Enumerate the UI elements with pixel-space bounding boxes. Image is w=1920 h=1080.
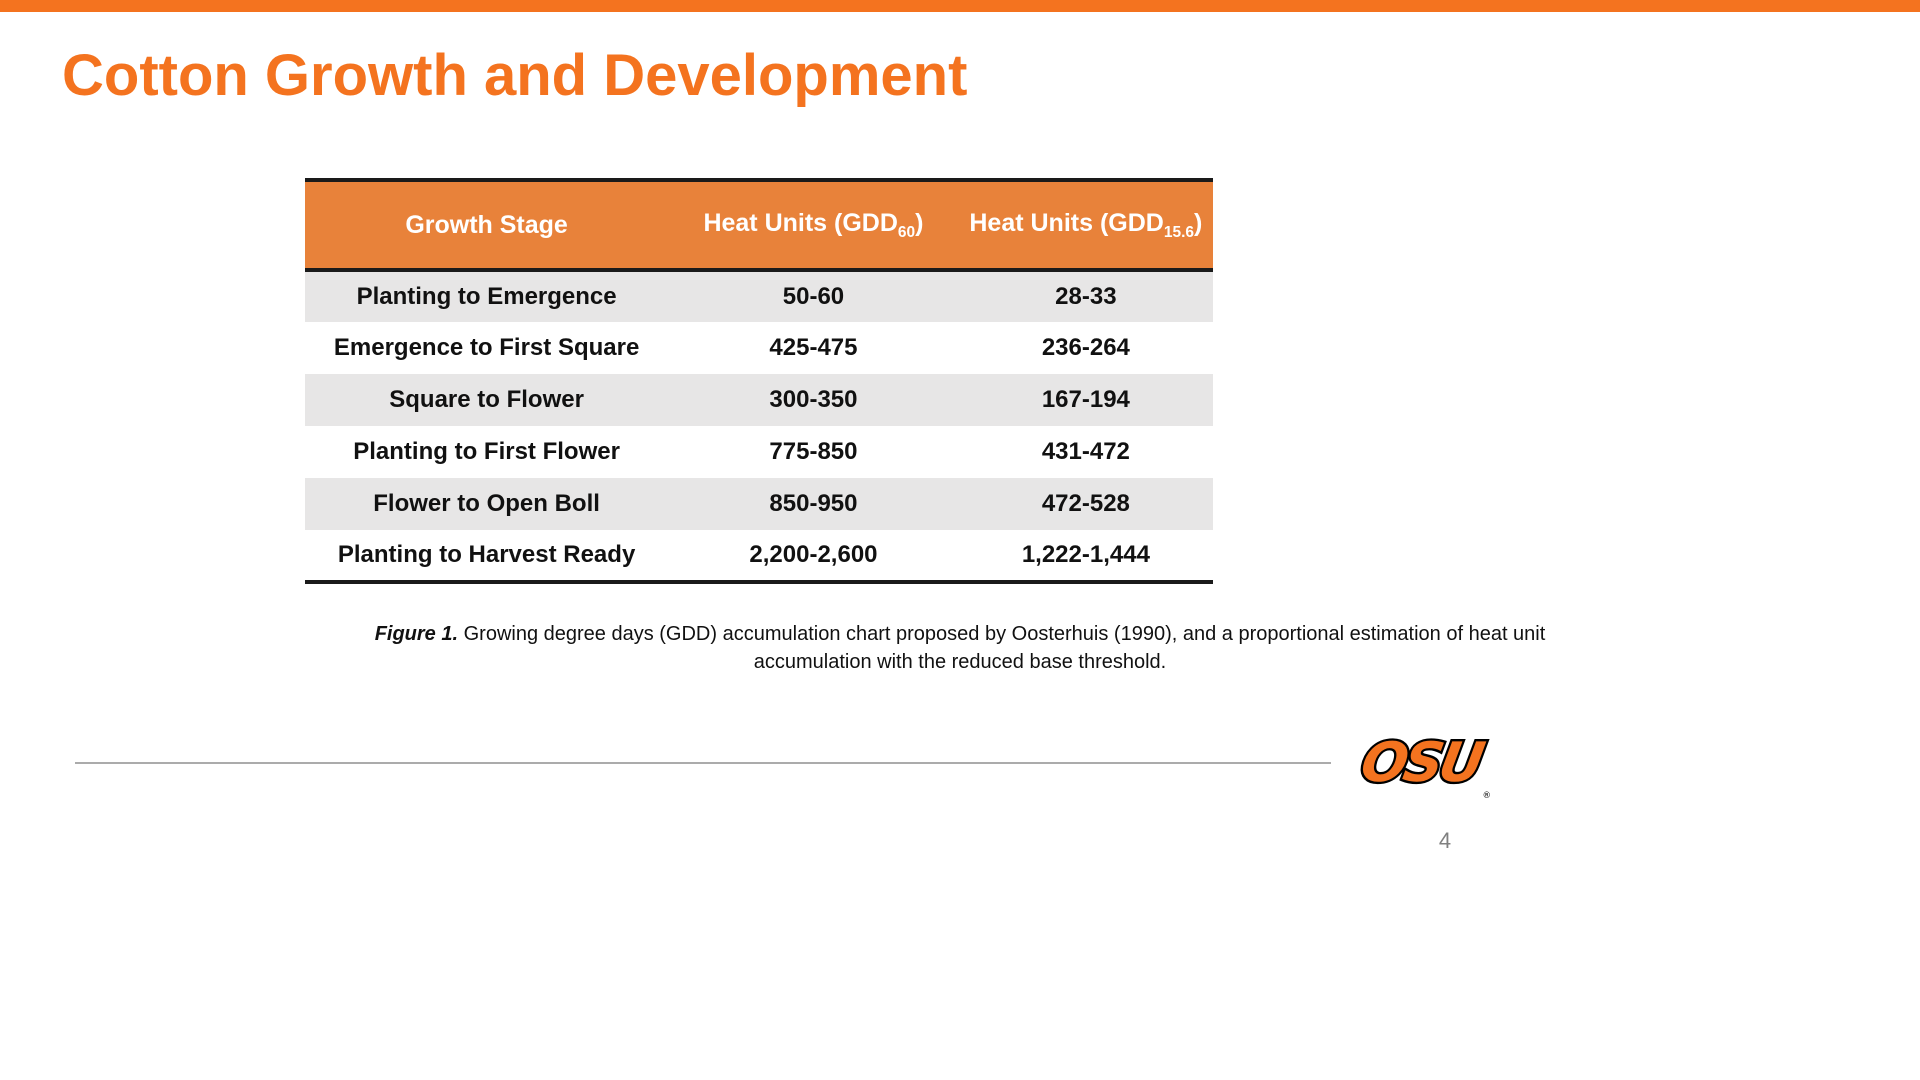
figure-caption: Figure 1. Growing degree days (GDD) accu…: [370, 620, 1550, 676]
cell-gdd60: 850-950: [769, 490, 858, 517]
cell-gdd156: 1,222-1,444: [1021, 541, 1150, 568]
slide-title: Cotton Growth and Development: [62, 43, 968, 108]
osu-logo-trademark: ®: [1483, 790, 1491, 800]
header-growth-stage-label: Growth Stage: [405, 210, 568, 239]
cell-gdd156: 236-264: [1041, 334, 1130, 361]
header-gdd60-suffix: ): [915, 208, 924, 237]
cell-stage: Planting to Emergence: [356, 283, 617, 310]
cell-gdd60: 425-475: [769, 334, 858, 361]
cell-gdd60: 50-60: [782, 283, 845, 310]
table-row: Planting to Emergence 50-60 28-33: [305, 270, 1213, 322]
header-gdd60-subscript: 60: [897, 223, 916, 241]
page-number: 4: [1438, 828, 1452, 853]
cell-stage: Planting to Harvest Ready: [337, 541, 636, 568]
cell-stage: Square to Flower: [389, 386, 584, 413]
figure-caption-label: Figure 1.: [374, 623, 459, 645]
figure-caption-text: Growing degree days (GDD) accumulation c…: [463, 623, 1546, 673]
table-row: Planting to First Flower 775-850 431-472: [305, 426, 1213, 478]
table-header-gdd156: Heat Units (GDD15.6): [959, 180, 1213, 270]
cell-stage: Flower to Open Boll: [373, 490, 600, 517]
cell-gdd60: 2,200-2,600: [749, 541, 878, 568]
cell-gdd156: 167-194: [1041, 386, 1130, 413]
cell-stage: Emergence to First Square: [333, 334, 640, 361]
footer-divider: [75, 762, 1331, 764]
table-row: Square to Flower 300-350 167-194: [305, 374, 1213, 426]
header-gdd156-suffix: ): [1194, 208, 1203, 237]
table-header-growth-stage: Growth Stage: [305, 180, 668, 270]
gdd-table: Growth Stage Heat Units (GDD60) Heat Uni…: [305, 178, 1213, 584]
osu-logo: OSU ®: [1354, 728, 1491, 800]
cell-gdd156: 472-528: [1041, 490, 1130, 517]
header-gdd156-subscript: 15.6: [1163, 223, 1195, 241]
header-gdd60-prefix: Heat Units (GDD: [703, 208, 898, 237]
table-row: Flower to Open Boll 850-950 472-528: [305, 478, 1213, 530]
table-header-gdd60: Heat Units (GDD60): [668, 180, 959, 270]
table-row: Emergence to First Square 425-475 236-26…: [305, 322, 1213, 374]
header-gdd156-prefix: Heat Units (GDD: [969, 208, 1164, 237]
cell-gdd156: 28-33: [1055, 283, 1117, 310]
cell-gdd60: 300-350: [769, 386, 858, 413]
cell-gdd60: 775-850: [769, 438, 858, 465]
cell-gdd156: 431-472: [1041, 438, 1130, 465]
table-header-row: Growth Stage Heat Units (GDD60) Heat Uni…: [305, 180, 1213, 270]
table-row: Planting to Harvest Ready 2,200-2,600 1,…: [305, 530, 1213, 582]
osu-logo-text: OSU: [1356, 730, 1489, 794]
cell-stage: Planting to First Flower: [353, 438, 620, 465]
top-accent-bar: [0, 0, 1920, 12]
